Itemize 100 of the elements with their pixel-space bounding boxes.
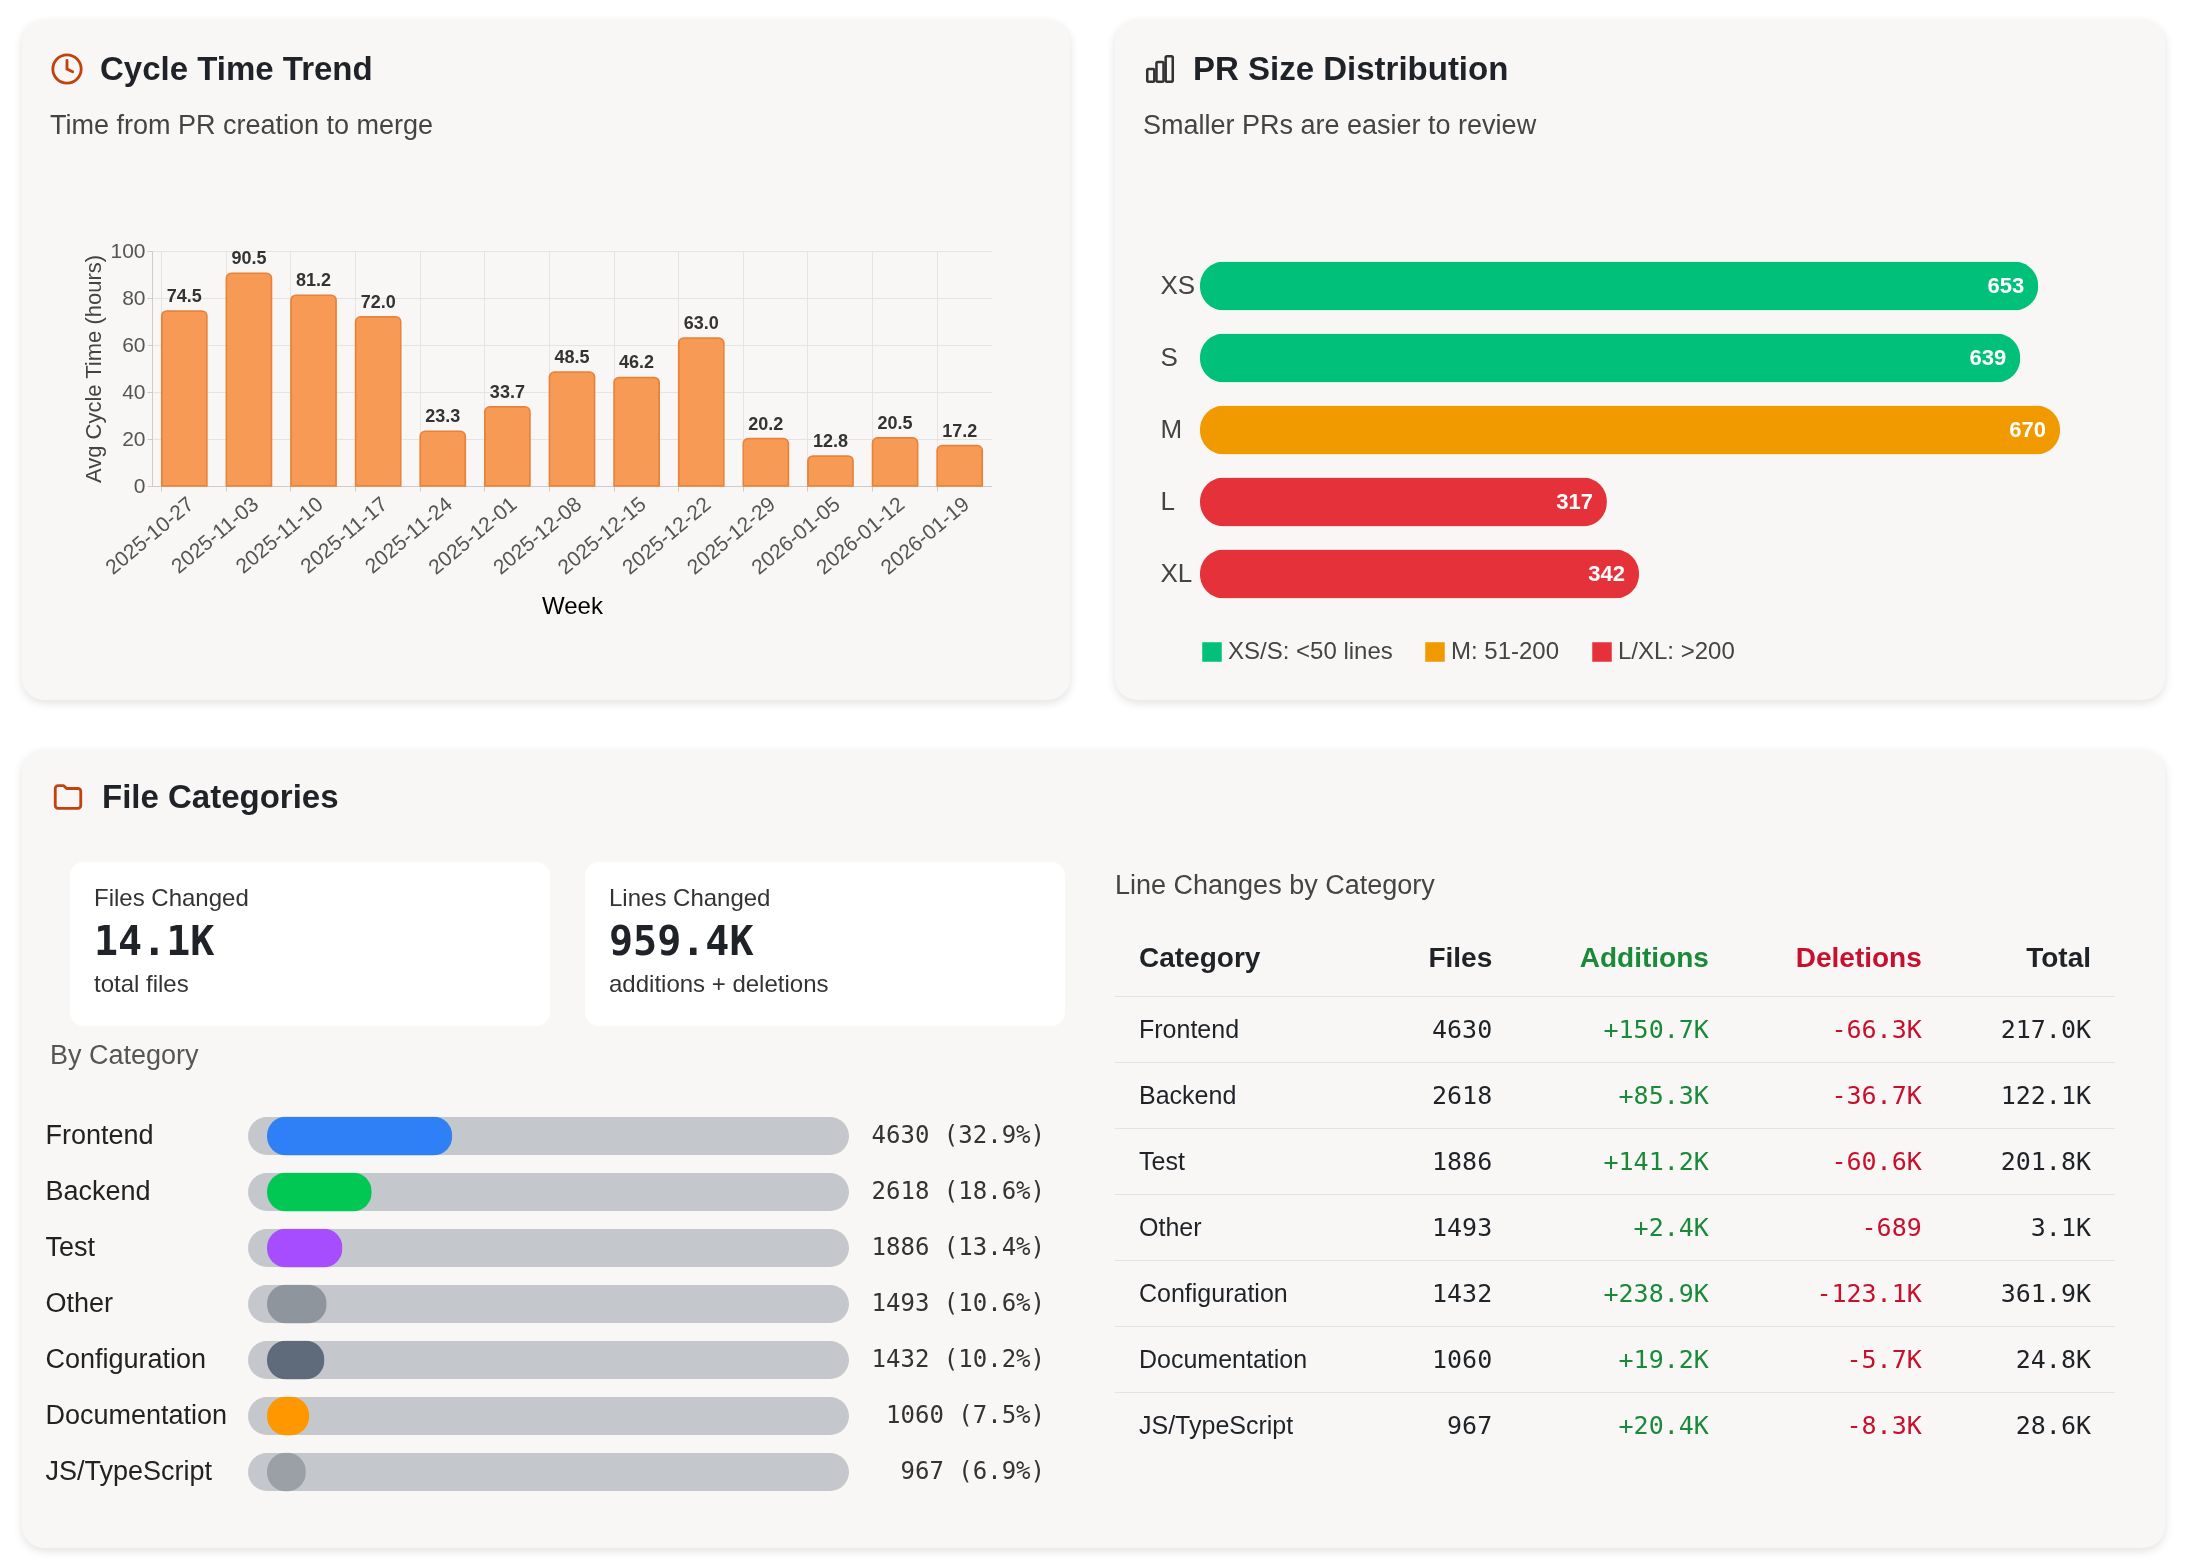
chart-title: By Category bbox=[50, 1040, 199, 1071]
y-axis-title: Avg Cycle Time (hours) bbox=[81, 254, 107, 484]
legend-label: Deletions bbox=[1794, 941, 1923, 975]
bar bbox=[1200, 405, 2060, 455]
data-label: 63.0 bbox=[683, 312, 719, 333]
y-tick-label: Test bbox=[45, 1232, 96, 1262]
y-tick-label: Frontend bbox=[45, 1120, 154, 1150]
data-label: 317 bbox=[1556, 489, 1593, 514]
data-label: 1886 bbox=[1379, 1128, 1517, 1195]
category-label: Frontend bbox=[1115, 996, 1380, 1063]
text: Files bbox=[1427, 941, 1494, 975]
category-label: Other bbox=[1115, 1194, 1380, 1261]
data-label: 81.2 bbox=[296, 270, 332, 291]
data-label: +2.4K bbox=[1516, 1194, 1733, 1261]
data-label: -689 bbox=[1732, 1194, 1946, 1261]
y-tick-label: XS bbox=[1160, 270, 1196, 300]
data-label: 20.5 bbox=[877, 412, 913, 433]
y-tick-label: 80 bbox=[122, 285, 146, 309]
data-label: -66.3K bbox=[1732, 996, 1946, 1063]
text: total files bbox=[94, 970, 190, 998]
data-label: 48.5 bbox=[554, 347, 590, 368]
text: Lines Changed bbox=[609, 884, 772, 912]
data-label: 361.9K bbox=[1945, 1260, 2115, 1327]
data-label: -36.7K bbox=[1732, 1062, 1946, 1129]
data-label: 1432 bbox=[1379, 1260, 1517, 1327]
y-tick-label: L bbox=[1160, 486, 1175, 516]
data-label: 72.0 bbox=[360, 291, 396, 312]
y-tick-label: Configuration bbox=[45, 1344, 207, 1374]
chart-subtitle: Time from PR creation to merge bbox=[50, 110, 434, 141]
data-label: 1060 (7.5%) bbox=[886, 1401, 1045, 1429]
data-label: 20.2 bbox=[748, 413, 784, 434]
legend-label: L/XL: >200 bbox=[1618, 637, 1735, 664]
bar bbox=[1200, 549, 1639, 599]
data-label: -123.1K bbox=[1732, 1260, 1946, 1327]
chart-title: Cycle Time Trend bbox=[100, 50, 373, 88]
text: 959.4K bbox=[609, 918, 755, 964]
text: Files Changed bbox=[94, 884, 250, 912]
y-tick-label: Backend bbox=[45, 1176, 151, 1206]
data-label: 1886 (13.4%) bbox=[871, 1233, 1045, 1261]
chart-subtitle: Smaller PRs are easier to review bbox=[1143, 110, 1537, 141]
data-label: +238.9K bbox=[1516, 1260, 1733, 1327]
data-label: 201.8K bbox=[1945, 1128, 2115, 1195]
data-label: 24.8K bbox=[1945, 1326, 2115, 1393]
x-axis-title: Week bbox=[542, 591, 604, 619]
data-label: +150.7K bbox=[1516, 996, 1733, 1063]
data-label: 653 bbox=[1987, 273, 2025, 298]
y-tick-label: 20 bbox=[122, 426, 146, 450]
legend-title: Category bbox=[1138, 941, 1262, 975]
category-label: Test bbox=[1115, 1128, 1380, 1195]
bar bbox=[267, 1116, 453, 1156]
data-label: 2618 (18.6%) bbox=[871, 1177, 1045, 1205]
y-tick-label: 100 bbox=[110, 238, 146, 262]
data-label: 639 bbox=[1969, 345, 2007, 370]
y-tick-label: S bbox=[1160, 342, 1178, 372]
data-label: 1432 (10.2%) bbox=[871, 1345, 1045, 1373]
chart-title: PR Size Distribution bbox=[1193, 50, 1509, 88]
text: File Categories bbox=[102, 778, 339, 816]
y-tick-label: M bbox=[1160, 414, 1183, 444]
data-label: 74.5 bbox=[166, 285, 202, 306]
data-label: +141.2K bbox=[1516, 1128, 1733, 1195]
data-label: -8.3K bbox=[1732, 1392, 1946, 1458]
data-label: 17.2 bbox=[942, 420, 978, 441]
y-tick-label: Other bbox=[45, 1288, 114, 1318]
data-label: 342 bbox=[1588, 561, 1625, 586]
data-label: 12.8 bbox=[812, 430, 848, 451]
data-label: +19.2K bbox=[1516, 1326, 1733, 1393]
data-label: 23.3 bbox=[425, 406, 461, 427]
y-tick-label: 60 bbox=[122, 332, 146, 356]
data-label: -5.7K bbox=[1732, 1326, 1946, 1393]
y-tick-label: 40 bbox=[122, 379, 146, 403]
text: Line Changes by Category bbox=[1115, 870, 1435, 901]
bar bbox=[1200, 477, 1607, 527]
data-label: 4630 (32.9%) bbox=[871, 1121, 1045, 1149]
legend-label: XS/S: <50 lines bbox=[1228, 637, 1393, 664]
data-label: 4630 bbox=[1379, 996, 1517, 1063]
text: additions + deletions bbox=[609, 970, 830, 998]
bar bbox=[1200, 261, 2039, 311]
data-label: 967 (6.9%) bbox=[900, 1457, 1045, 1485]
data-label: 967 bbox=[1379, 1392, 1517, 1458]
data-label: 33.7 bbox=[489, 381, 525, 402]
category-label: Backend bbox=[1115, 1062, 1380, 1129]
category-label: JS/TypeScript bbox=[1115, 1392, 1380, 1458]
y-tick-label: Documentation bbox=[45, 1400, 228, 1430]
data-label: 90.5 bbox=[231, 248, 267, 269]
legend-label: M: 51-200 bbox=[1451, 637, 1560, 664]
y-tick-label: XL bbox=[1160, 558, 1193, 588]
category-label: Configuration bbox=[1115, 1260, 1380, 1327]
data-label: 670 bbox=[2009, 417, 2046, 442]
data-label: -60.6K bbox=[1732, 1128, 1946, 1195]
data-label: 217.0K bbox=[1945, 996, 2115, 1063]
legend-label: Additions bbox=[1578, 941, 1710, 975]
data-label: 122.1K bbox=[1945, 1062, 2115, 1129]
text: 14.1K bbox=[94, 918, 216, 964]
data-label: 3.1K bbox=[1945, 1194, 2115, 1261]
data-label: +20.4K bbox=[1516, 1392, 1733, 1458]
y-tick-label: JS/TypeScript bbox=[45, 1456, 213, 1486]
category-label: Documentation bbox=[1115, 1326, 1380, 1393]
data-label: +85.3K bbox=[1516, 1062, 1733, 1129]
y-tick-label: 0 bbox=[133, 473, 146, 497]
data-label: 1493 (10.6%) bbox=[871, 1289, 1045, 1317]
